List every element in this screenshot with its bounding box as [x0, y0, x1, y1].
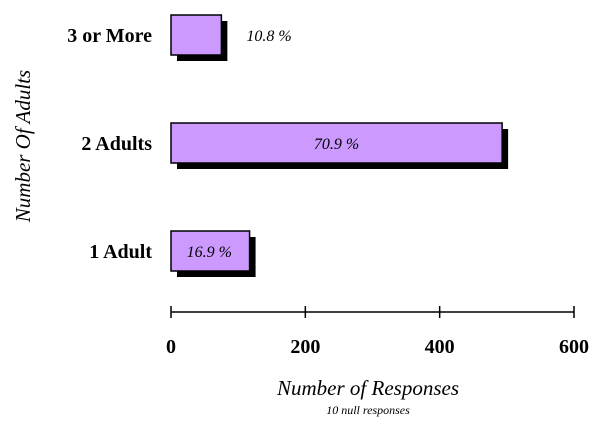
- y-axis-title: Number Of Adults: [11, 70, 35, 223]
- data-label: 10.8 %: [246, 28, 291, 45]
- x-tick-label: 0: [166, 336, 176, 358]
- bars-layer: 16.9 % 70.9 % 10.8 %: [170, 14, 509, 277]
- data-label: 70.9 %: [314, 136, 359, 153]
- data-label: 16.9 %: [187, 244, 232, 261]
- category-label: 3 or More: [67, 25, 152, 47]
- bar: [170, 230, 251, 272]
- x-tick-label: 600: [559, 336, 589, 358]
- x-axis-title: Number of Responses: [276, 376, 459, 400]
- bar: [170, 14, 223, 56]
- x-tick-label: 400: [425, 336, 455, 358]
- bar: [170, 122, 503, 164]
- x-axis-ticks: 0 200 400 600: [166, 306, 589, 358]
- x-axis-note: 10 null responses: [326, 403, 410, 417]
- category-label: 1 Adult: [89, 241, 152, 263]
- category-labels: 1 Adult 2 Adults 3 or More: [67, 25, 152, 263]
- category-label: 2 Adults: [81, 133, 152, 155]
- x-tick-label: 200: [290, 336, 320, 358]
